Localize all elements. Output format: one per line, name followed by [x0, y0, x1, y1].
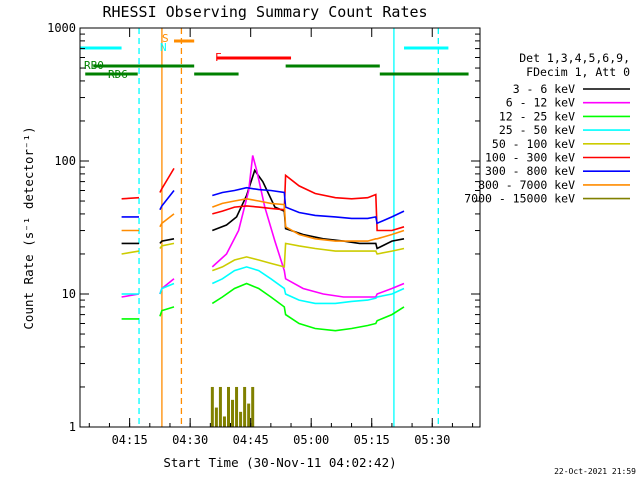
series-100-300-kev — [121, 167, 405, 232]
series-50-100-kev — [121, 242, 405, 272]
series-12-25-kev — [121, 282, 405, 332]
legend-label: 3 - 6 keV — [513, 82, 575, 96]
series-line — [159, 213, 175, 228]
y-tick-label: 100 — [54, 154, 76, 168]
series-25-50-kev — [121, 266, 405, 305]
series-6-12-kev — [121, 155, 405, 298]
flag-label-rd6: RD6 — [108, 68, 128, 81]
x-tick-label: 05:15 — [354, 433, 390, 447]
y-axis-ticks: 1 10 100 1000 — [47, 21, 480, 434]
flag-label-n: N — [160, 41, 167, 54]
chart-title: RHESSI Observing Summary Count Rates — [102, 3, 427, 21]
legend-label: 12 - 25 keV — [499, 109, 575, 123]
legend: Det 1,3,4,5,6,9, FDecim 1, Att 0 3 - 6 k… — [464, 51, 630, 206]
plot-area: NS F RB0 RD6 — [80, 28, 469, 427]
series-line — [159, 242, 175, 249]
y-tick-label: 10 — [62, 287, 76, 301]
series-3-6-kev — [121, 168, 405, 250]
legend-label: 100 - 300 keV — [485, 151, 575, 165]
x-tick-label: 05:30 — [414, 433, 450, 447]
series-line — [121, 250, 140, 255]
legend-label: 25 - 50 keV — [499, 123, 575, 137]
x-tick-label: 04:15 — [112, 433, 148, 447]
legend-label: 6 - 12 keV — [506, 96, 575, 110]
series-line — [159, 282, 175, 295]
flag-label-rb0: RB0 — [84, 59, 104, 72]
x-tick-label: 04:45 — [233, 433, 269, 447]
series-line — [212, 168, 405, 250]
series-line — [211, 282, 405, 332]
series-300-800-kev — [121, 186, 405, 225]
series-line — [159, 306, 175, 317]
series-line — [159, 190, 175, 211]
series-line — [212, 186, 405, 225]
y-tick-label: 1 — [69, 420, 76, 434]
series-line — [212, 242, 405, 272]
legend-label: 800 - 7000 keV — [478, 178, 575, 192]
footer-date: 22-Oct-2021 21:59 — [554, 467, 636, 476]
series-7000-15000-kev — [210, 386, 255, 427]
series-line — [121, 196, 140, 200]
series-800-7000-kev — [121, 197, 405, 242]
series-line — [212, 173, 405, 232]
legend-label: 50 - 100 keV — [492, 137, 575, 151]
x-tick-label: 05:00 — [293, 433, 329, 447]
flag-label-f: F — [215, 51, 222, 64]
series-line — [211, 266, 405, 305]
series-line — [159, 167, 175, 193]
series-line — [211, 155, 405, 298]
plot-frame — [79, 27, 481, 428]
flag-label-s: S — [162, 32, 169, 45]
y-tick-label: 1000 — [47, 21, 76, 35]
x-axis-ticks: 04:15 04:30 04:45 05:00 05:15 05:30 — [88, 28, 474, 447]
legend-header-line-2: FDecim 1, Att 0 — [526, 65, 630, 79]
x-tick-label: 04:30 — [172, 433, 208, 447]
legend-header-line-1: Det 1,3,4,5,6,9, — [519, 51, 630, 65]
series-line — [159, 238, 175, 244]
legend-label: 7000 - 15000 keV — [464, 192, 575, 206]
y-axis-label: Count Rate (s⁻¹ detector⁻¹) — [21, 126, 36, 329]
x-axis-label: Start Time (30-Nov-11 04:02:42) — [163, 455, 396, 470]
legend-label: 300 - 800 keV — [485, 164, 575, 178]
series-line — [212, 197, 405, 242]
